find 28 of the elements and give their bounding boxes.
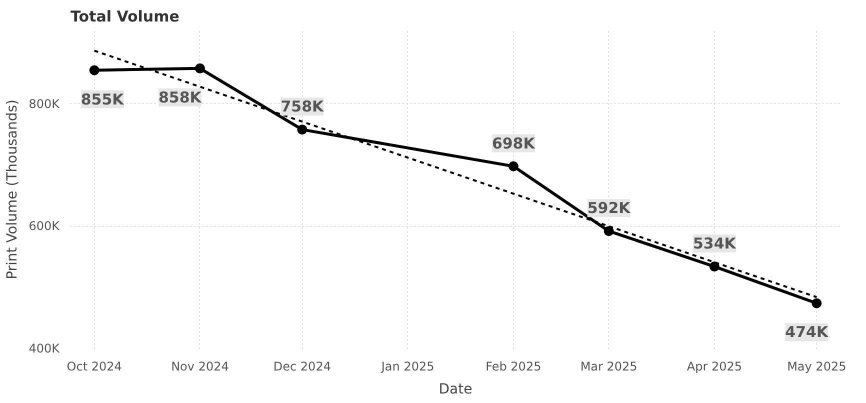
- x-axis-title: Date: [438, 382, 472, 398]
- y-axis-title: Print Volume (Thousands): [4, 100, 21, 280]
- x-tick-label: Feb 2025: [486, 360, 542, 374]
- data-label: 592K: [587, 199, 632, 218]
- chart-title: Total Volume: [70, 8, 180, 26]
- point: [297, 124, 308, 135]
- data-label: 858K: [158, 88, 203, 106]
- data-label: 758K: [280, 98, 326, 116]
- point: [89, 65, 100, 76]
- data-label: 698K: [492, 134, 536, 152]
- point: [812, 298, 822, 308]
- data-label: 534K: [692, 234, 738, 253]
- x-tick-label: Mar 2025: [580, 360, 638, 374]
- point: [508, 161, 518, 172]
- point: [709, 262, 720, 272]
- x-tick-label: Oct 2024: [66, 360, 122, 374]
- x-tick-label: Nov 2024: [171, 360, 229, 374]
- y-tick-label: 400K: [28, 342, 61, 356]
- data-label: 474K: [785, 323, 830, 342]
- x-tick-label: Dec 2024: [273, 360, 331, 374]
- x-tick-label: Apr 2025: [686, 360, 742, 374]
- data-label: 855K: [80, 90, 126, 108]
- point: [604, 226, 614, 236]
- y-tick-label: 600K: [28, 219, 61, 234]
- point: [194, 63, 205, 74]
- y-tick-label: 800K: [28, 96, 61, 111]
- x-tick-label: May 2025: [787, 360, 846, 374]
- x-tick-label: Jan 2025: [380, 360, 434, 374]
